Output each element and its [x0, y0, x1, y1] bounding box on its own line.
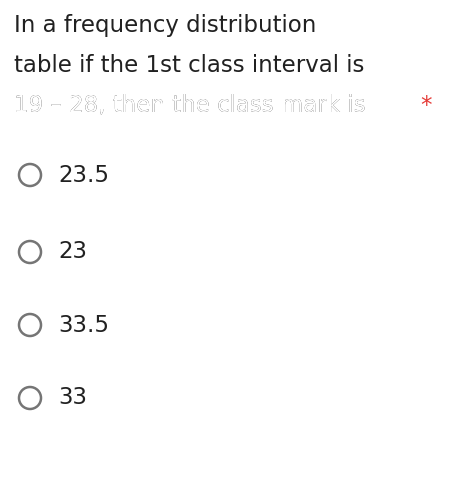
Text: In a frequency distribution: In a frequency distribution: [14, 14, 316, 37]
Text: 23.5: 23.5: [58, 163, 109, 186]
Circle shape: [19, 387, 41, 409]
Text: table if the 1st class interval is: table if the 1st class interval is: [14, 54, 365, 77]
Text: 19 – 28, then the class mark is *: 19 – 28, then the class mark is *: [14, 94, 384, 117]
Text: 33: 33: [58, 386, 87, 409]
Circle shape: [19, 164, 41, 186]
Text: 23: 23: [58, 241, 87, 264]
Circle shape: [19, 241, 41, 263]
Circle shape: [19, 314, 41, 336]
Text: 33.5: 33.5: [58, 313, 109, 337]
Text: 19 – 28, then the class mark is: 19 – 28, then the class mark is: [14, 94, 373, 117]
Text: *: *: [420, 94, 431, 117]
